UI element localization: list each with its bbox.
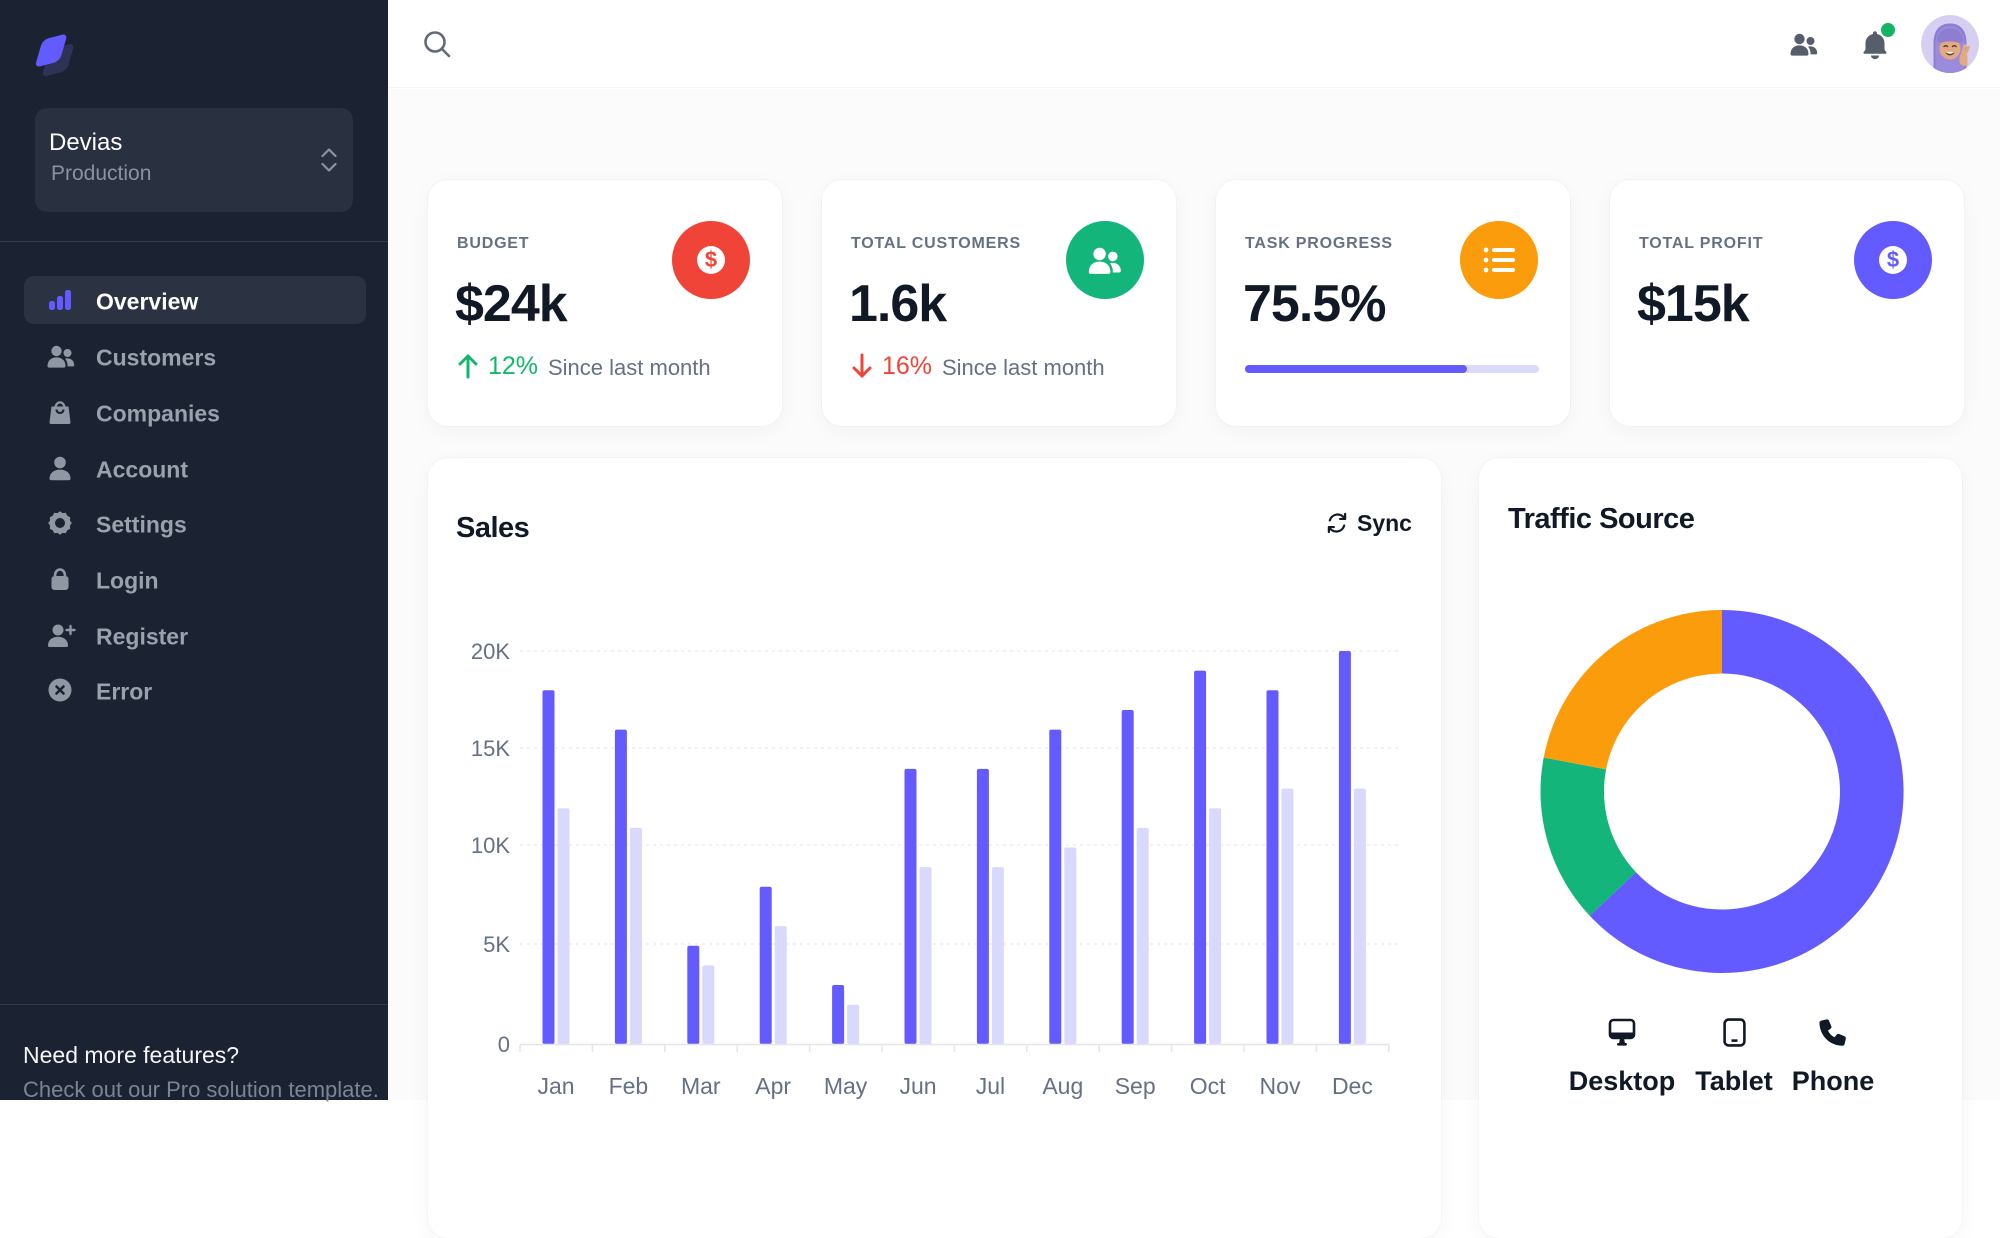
svg-text:0: 0 — [498, 1032, 510, 1057]
svg-text:Jan: Jan — [537, 1073, 574, 1099]
svg-text:Nov: Nov — [1260, 1073, 1301, 1099]
svg-text:5K: 5K — [483, 932, 510, 957]
svg-text:May: May — [824, 1073, 868, 1099]
svg-text:Apr: Apr — [755, 1073, 791, 1099]
svg-text:Jul: Jul — [976, 1073, 1005, 1099]
svg-text:Feb: Feb — [609, 1073, 649, 1099]
svg-text:15K: 15K — [471, 736, 510, 761]
svg-text:Jun: Jun — [899, 1073, 936, 1099]
svg-text:Dec: Dec — [1332, 1073, 1373, 1099]
svg-text:20K: 20K — [471, 639, 510, 664]
svg-text:Sep: Sep — [1115, 1073, 1156, 1099]
svg-text:Aug: Aug — [1042, 1073, 1083, 1099]
svg-text:10K: 10K — [471, 833, 510, 858]
svg-text:Mar: Mar — [681, 1073, 721, 1099]
svg-text:Oct: Oct — [1190, 1073, 1226, 1099]
